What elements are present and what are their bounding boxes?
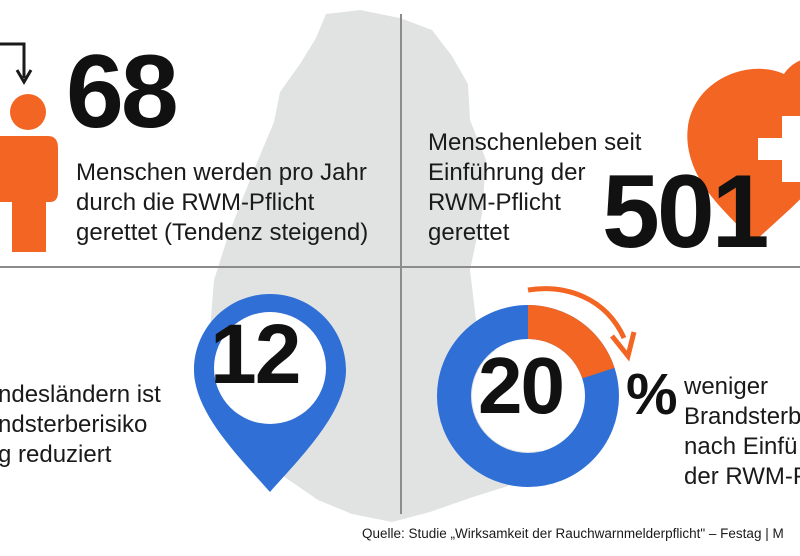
donut-percent-segment [528,305,615,379]
vertical-divider [400,14,402,514]
stat-501-description: Menschenleben seit Einführung der RWM-Pf… [428,128,641,248]
stat-12-number: 12 [210,307,301,401]
stat-20-line-3: nach Einfü [684,433,798,460]
circular-arrow-icon [527,286,637,362]
stat-501-number: 501 [602,154,770,270]
stat-501-line-3: RWM-Pflicht [428,189,561,216]
arrow-down-icon [0,42,33,85]
stat-12-line-2: ndsterberisiko [0,411,148,438]
stat-68-line-1: Menschen werden pro Jahr [76,159,367,186]
stat-501-line-1: Menschenleben seit [428,129,642,156]
stat-68-line-2: durch die RWM-Pflicht [76,189,315,216]
heart-cross-icon [687,60,800,242]
person-icon [0,94,58,252]
stat-12-description: ndesländern ist ndsterberisiko g reduzie… [0,380,161,470]
stat-20-line-2: Brandsterb [684,403,800,430]
stat-68-description: Menschen werden pro Jahr durch die RWM-P… [76,158,368,248]
horizontal-divider [0,266,800,268]
stat-501-line-4: gerettet [428,219,510,246]
stat-20-description: weniger Brandsterb nach Einfü der RWM-P [684,372,800,492]
stat-501-line-2: Einführung der [428,159,586,186]
location-pin-icon [194,294,346,492]
stat-20-percent-sign: % [626,362,678,427]
stat-68-line-3: gerettet (Tendenz steigend) [76,219,369,246]
stat-68-number: 68 [66,34,179,150]
source-credit: Quelle: Studie „Wirksamkeit der Rauchwar… [362,526,784,541]
stat-20-line-4: der RWM-P [684,463,800,490]
stat-20-line-1: weniger [684,373,769,400]
stat-12-line-1: ndesländern ist [0,381,161,408]
stat-20-number: 20 [478,341,565,430]
donut-progress-icon [437,305,619,487]
stat-12-line-3: g reduziert [0,441,112,468]
